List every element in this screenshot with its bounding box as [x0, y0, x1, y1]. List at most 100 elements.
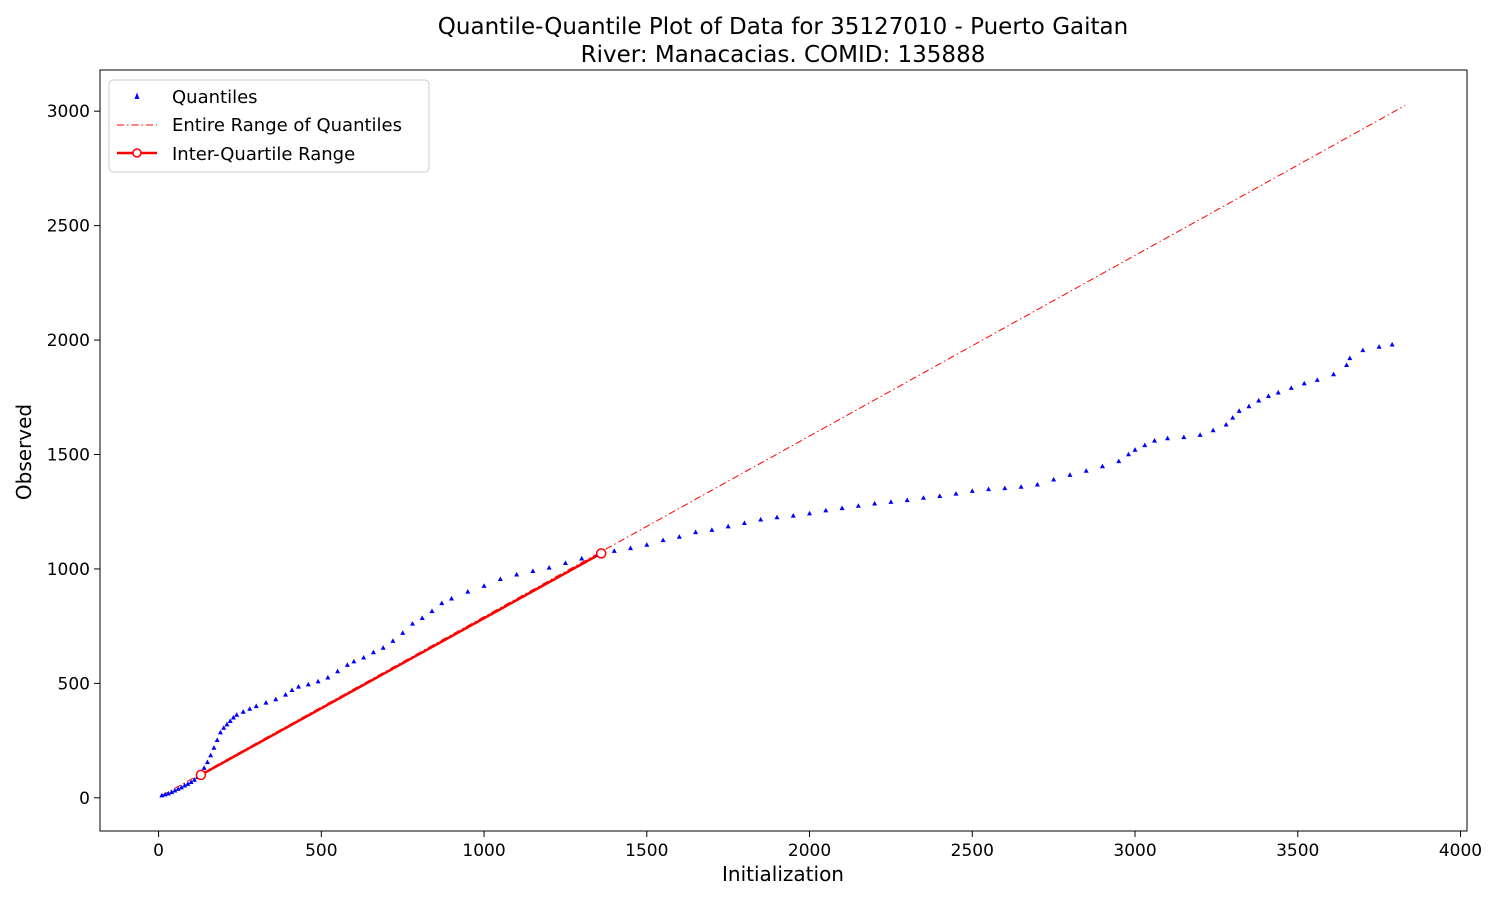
legend-marker-quantiles [134, 92, 140, 99]
quantile-point [774, 514, 780, 520]
quantile-point [1223, 421, 1229, 427]
quantile-point [953, 491, 959, 496]
y-axis: 0 500 1000 1500 2000 2500 3000 [47, 102, 100, 809]
chart-title: Quantile-Quantile Plot of Data for 35127… [438, 14, 1128, 40]
quantile-point [263, 700, 269, 705]
y-tick-label: 1500 [47, 446, 90, 466]
quantile-point [419, 615, 425, 620]
quantile-point [344, 662, 350, 667]
quantile-point [204, 759, 210, 765]
quantile-point [1142, 442, 1148, 448]
quantile-point [214, 737, 220, 742]
legend-label-iqr: Inter-Quartile Range [172, 144, 355, 165]
quantile-point [217, 729, 223, 735]
quantile-point [1181, 434, 1187, 440]
iqr-line [200, 552, 602, 777]
quantile-point [1099, 463, 1105, 469]
quantile-point [872, 500, 878, 506]
quantile-point [937, 493, 943, 498]
quantile-point [305, 681, 311, 687]
quantile-point [234, 712, 240, 717]
quantile-point [1246, 403, 1252, 409]
quantile-point [497, 576, 503, 582]
quantile-point [1360, 347, 1366, 353]
quantile-point [1067, 472, 1073, 477]
quantile-point [530, 568, 536, 574]
quantile-point [178, 784, 184, 790]
quantile-point [315, 678, 321, 684]
quantile-point [1126, 451, 1132, 457]
plot-frame [99, 69, 1468, 832]
x-tick-label: 3000 [1113, 841, 1156, 861]
quantile-point [986, 486, 992, 492]
y-tick-label: 2000 [47, 331, 90, 351]
quantile-point [1344, 362, 1350, 368]
x-tick-label: 0 [153, 841, 164, 861]
quantile-point [1083, 468, 1089, 473]
quantile-point [1347, 355, 1353, 361]
quantile-point [1275, 389, 1281, 395]
quantile-point [969, 488, 975, 493]
quantile-point [227, 718, 233, 723]
quantile-point [439, 600, 445, 606]
x-axis-label: Initialization [722, 862, 844, 886]
quantile-point [1256, 397, 1262, 403]
quantile-point [1265, 393, 1271, 398]
quantile-point [1236, 408, 1242, 413]
quantile-point [224, 721, 230, 727]
quantile-point [1230, 415, 1236, 420]
y-tick-label: 3000 [47, 102, 90, 122]
quantile-point [221, 725, 227, 730]
quantile-point [361, 654, 367, 660]
quantile-point [253, 703, 259, 709]
quantile-point [725, 523, 731, 529]
y-tick-label: 2500 [47, 217, 90, 237]
legend-label-quantiles: Quantiles [172, 87, 258, 108]
quantile-point [185, 781, 191, 786]
plot-area [159, 105, 1406, 798]
quantile-point [351, 658, 357, 664]
quantile-point [1389, 341, 1395, 347]
legend-label-entire-range: Entire Range of Quantiles [172, 115, 402, 136]
quantile-point [644, 542, 650, 547]
x-tick-label: 1000 [462, 841, 505, 861]
quantile-point [1152, 437, 1158, 443]
y-tick-label: 0 [79, 789, 90, 809]
quantile-point [546, 564, 552, 570]
quantile-point [1301, 380, 1307, 386]
quantile-point [211, 745, 217, 750]
quantile-point [888, 499, 894, 504]
chart-subtitle: River: Manacacias. COMID: 135888 [581, 42, 986, 68]
quantile-point [283, 692, 289, 697]
quantile-point [1018, 484, 1024, 489]
quantile-point [660, 537, 666, 543]
quantile-point [1314, 377, 1320, 382]
quantile-point [562, 560, 568, 566]
quantile-point [201, 765, 207, 770]
quantile-point [1165, 435, 1171, 441]
iqr-point [195, 769, 207, 781]
quantile-point [481, 583, 487, 588]
quantile-point [1197, 432, 1203, 437]
quantile-point [188, 779, 194, 785]
legend-box [108, 79, 430, 173]
y-axis-label: Observed [12, 404, 36, 500]
quantile-point [172, 787, 178, 793]
iqr-point [595, 548, 607, 559]
quantile-point [335, 668, 341, 674]
quantile-point [1331, 371, 1337, 377]
quantile-point [165, 790, 171, 796]
quantile-point [191, 777, 197, 782]
x-tick-label: 3500 [1276, 841, 1319, 861]
quantile-point [240, 709, 246, 714]
quantile-point [449, 595, 455, 601]
quantile-point [855, 503, 861, 508]
quantile-point [400, 630, 406, 635]
quantile-point [465, 589, 471, 594]
quantile-point [169, 789, 175, 795]
quantile-point [429, 608, 435, 614]
quantile-point [1002, 485, 1008, 491]
quantile-point [904, 497, 910, 503]
x-axis: 0 500 1000 1500 2000 2500 3000 3500 4000 [153, 831, 1482, 861]
quantile-point [409, 621, 415, 626]
